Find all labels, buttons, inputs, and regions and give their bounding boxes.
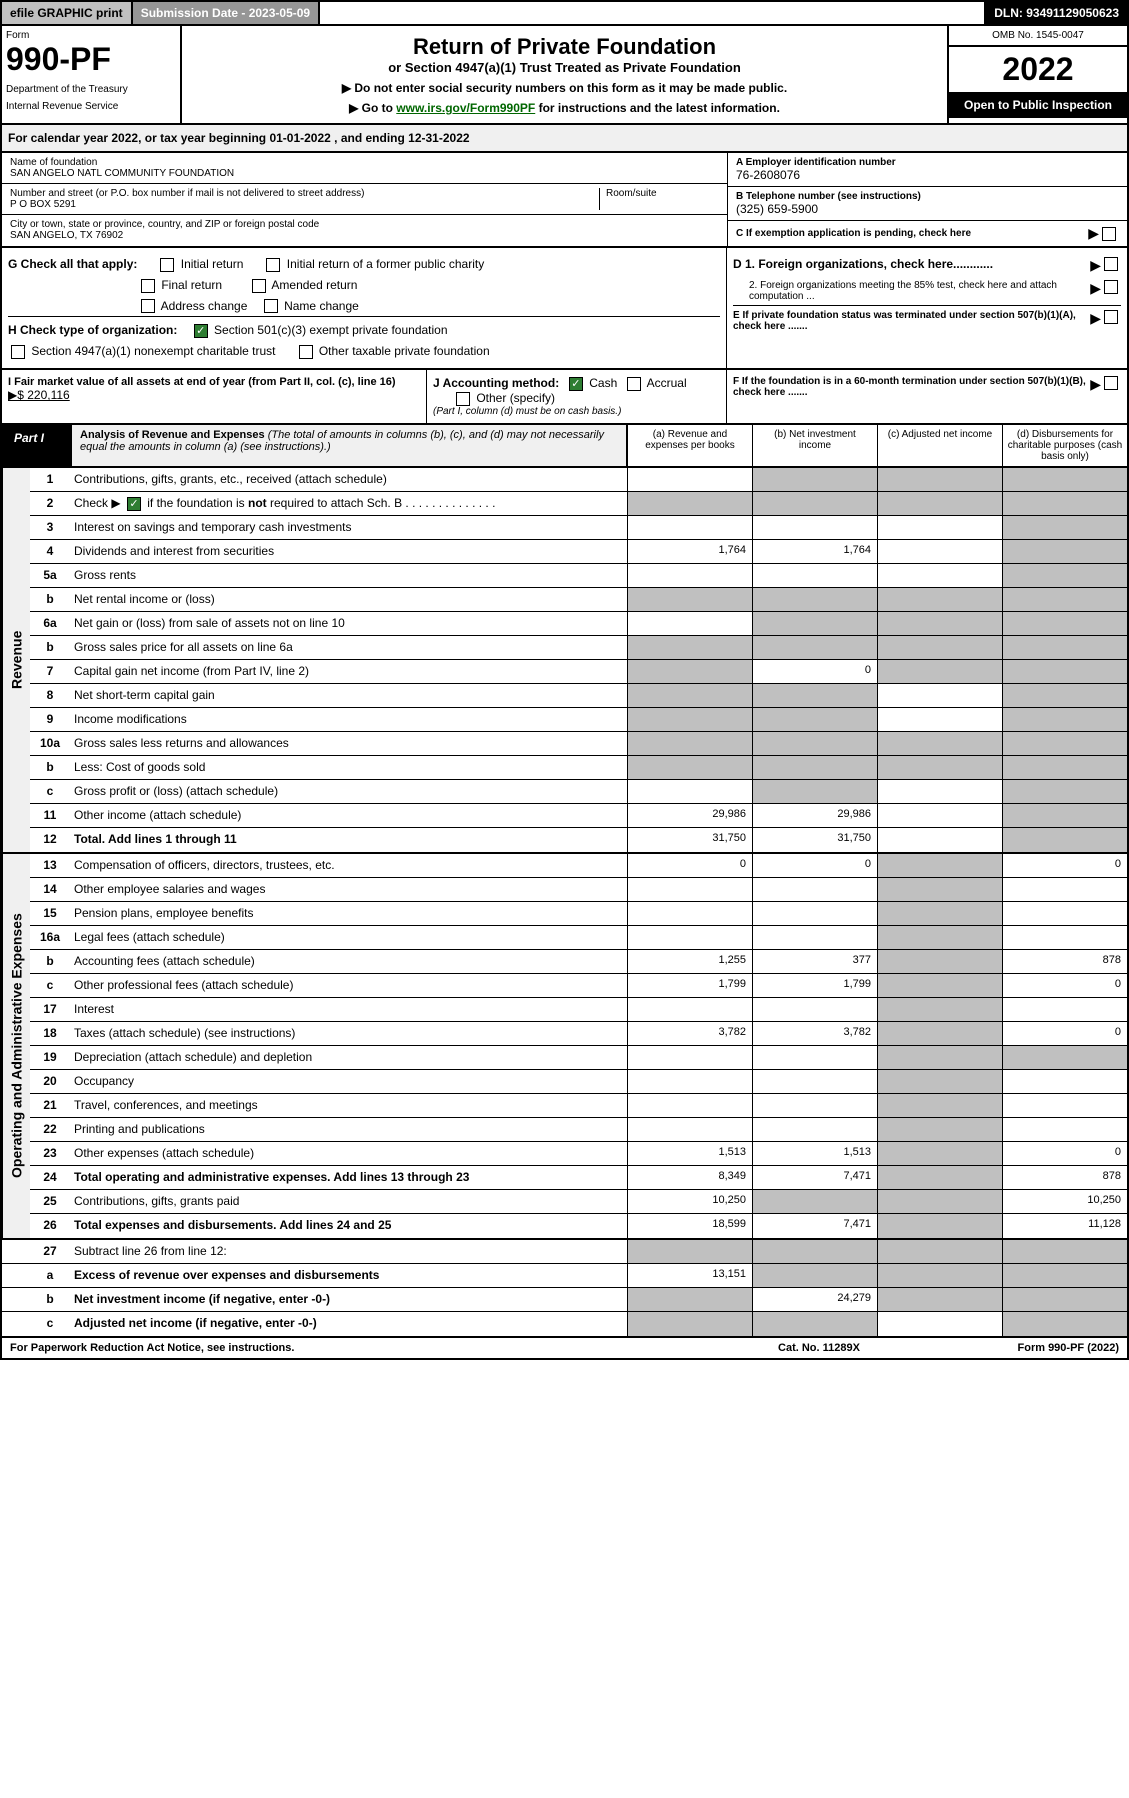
j-note: (Part I, column (d) must be on cash basi…: [433, 406, 720, 417]
instr2: ▶ Go to www.irs.gov/Form990PF for instru…: [190, 101, 939, 115]
c-label: C If exemption application is pending, c…: [736, 228, 1088, 239]
room-label: Room/suite: [606, 188, 719, 199]
subtitle: or Section 4947(a)(1) Trust Treated as P…: [190, 60, 939, 75]
col-c: (c) Adjusted net income: [877, 425, 1002, 466]
ein: 76-2608076: [736, 168, 1119, 182]
title: Return of Private Foundation: [190, 34, 939, 60]
submission-date: Submission Date - 2023-05-09: [133, 2, 320, 24]
foundation-name: SAN ANGELO NATL COMMUNITY FOUNDATION: [10, 168, 719, 179]
expenses-label: Operating and Administrative Expenses: [2, 854, 30, 1238]
part1-header: Part I Analysis of Revenue and Expenses …: [0, 425, 1129, 468]
omb: OMB No. 1545-0047: [949, 26, 1127, 47]
d2: 2. Foreign organizations meeting the 85%…: [733, 280, 1090, 302]
part-label: Part I: [2, 425, 72, 466]
instr1: ▶ Do not enter social security numbers o…: [190, 81, 939, 95]
initial-former-checkbox[interactable]: [266, 258, 280, 272]
entity-info: Name of foundation SAN ANGELO NATL COMMU…: [0, 153, 1129, 248]
g-label: G Check all that apply:: [8, 257, 137, 271]
d2-checkbox[interactable]: [1104, 280, 1118, 294]
footer-left: For Paperwork Reduction Act Notice, see …: [10, 1342, 719, 1354]
e: E If private foundation status was termi…: [733, 310, 1076, 332]
f: F If the foundation is in a 60-month ter…: [733, 376, 1086, 398]
open-public: Open to Public Inspection: [949, 92, 1127, 118]
name-label: Name of foundation: [10, 157, 719, 168]
fair-market-row: I Fair market value of all assets at end…: [0, 370, 1129, 425]
dept: Department of the Treasury: [6, 84, 176, 95]
arrow-icon: ▶: [1088, 225, 1099, 242]
form-id-block: Form 990-PF Department of the Treasury I…: [2, 26, 182, 123]
cash-checkbox[interactable]: [569, 377, 583, 391]
spacer: [320, 2, 986, 24]
year: 2022: [949, 47, 1127, 92]
part-title: Analysis of Revenue and Expenses: [80, 429, 265, 441]
h-4947-checkbox[interactable]: [11, 345, 25, 359]
other-checkbox[interactable]: [456, 392, 470, 406]
city: SAN ANGELO, TX 76902: [10, 230, 719, 241]
irs-link[interactable]: www.irs.gov/Form990PF: [396, 101, 535, 115]
revenue-label: Revenue: [2, 468, 30, 852]
addr-label: Number and street (or P.O. box number if…: [10, 188, 599, 199]
irs: Internal Revenue Service: [6, 101, 176, 112]
i-value: ▶$ 220,116: [8, 388, 420, 402]
form-title-block: Return of Private Foundation or Section …: [182, 26, 947, 123]
col-b: (b) Net investment income: [752, 425, 877, 466]
h-501c3-checkbox[interactable]: [194, 324, 208, 338]
ein-label: A Employer identification number: [736, 157, 1119, 168]
e-checkbox[interactable]: [1104, 310, 1118, 324]
addr: P O BOX 5291: [10, 199, 599, 210]
name-change-checkbox[interactable]: [264, 299, 278, 313]
tel-label: B Telephone number (see instructions): [736, 191, 1119, 202]
footer-right: Form 990-PF (2022): [919, 1342, 1119, 1354]
f-checkbox[interactable]: [1104, 376, 1118, 390]
addr-change-checkbox[interactable]: [141, 299, 155, 313]
initial-checkbox[interactable]: [160, 258, 174, 272]
top-bar: efile GRAPHIC print Submission Date - 20…: [0, 0, 1129, 26]
efile-label[interactable]: efile GRAPHIC print: [2, 2, 133, 24]
final-checkbox[interactable]: [141, 279, 155, 293]
tel: (325) 659-5900: [736, 202, 1119, 216]
c-checkbox[interactable]: [1102, 227, 1116, 241]
year-block: OMB No. 1545-0047 2022 Open to Public In…: [947, 26, 1127, 123]
footer-mid: Cat. No. 11289X: [719, 1342, 919, 1354]
amended-checkbox[interactable]: [252, 279, 266, 293]
accrual-checkbox[interactable]: [627, 377, 641, 391]
form-number: 990-PF: [6, 41, 176, 78]
calendar-year: For calendar year 2022, or tax year begi…: [0, 125, 1129, 153]
form-header: Form 990-PF Department of the Treasury I…: [0, 26, 1129, 125]
j-label: J Accounting method:: [433, 376, 559, 390]
form-label: Form: [6, 30, 176, 41]
h-other-checkbox[interactable]: [299, 345, 313, 359]
i-label: I Fair market value of all assets at end…: [8, 376, 396, 388]
h-label: H Check type of organization:: [8, 323, 177, 337]
part1-table: Revenue 1Contributions, gifts, grants, e…: [0, 468, 1129, 1338]
d1-checkbox[interactable]: [1104, 257, 1118, 271]
schb-checkbox[interactable]: [127, 497, 141, 511]
d1: D 1. Foreign organizations, check here..…: [733, 257, 993, 271]
dln: DLN: 93491129050623: [986, 2, 1127, 24]
col-a: (a) Revenue and expenses per books: [627, 425, 752, 466]
checks-area: G Check all that apply: Initial return I…: [0, 248, 1129, 370]
footer: For Paperwork Reduction Act Notice, see …: [0, 1338, 1129, 1360]
col-d: (d) Disbursements for charitable purpose…: [1002, 425, 1127, 466]
city-label: City or town, state or province, country…: [10, 219, 719, 230]
